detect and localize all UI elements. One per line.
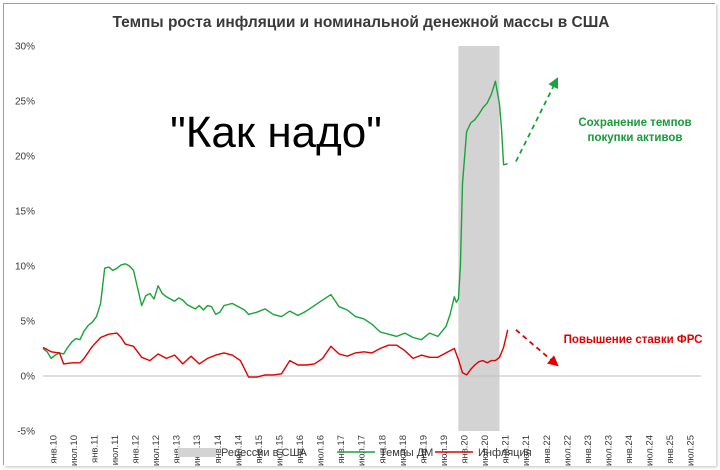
x-tick-label: июл.16 (316, 435, 327, 466)
y-tick-label: 20% (15, 152, 35, 163)
x-tick-label: янв.25 (665, 435, 676, 464)
legend-swatch-recession (178, 448, 216, 457)
x-tick-label: янв.22 (542, 435, 553, 464)
recession-band (458, 46, 500, 431)
chart-frame: -5% 0% 5% 10% 15% 20% 25% 30% янв.10 июл.10 янв.1… (3, 3, 716, 466)
x-tick-label: янв.17 (336, 435, 347, 464)
x-tick-label: июл.23 (603, 435, 614, 466)
series-line-money-supply (42, 80, 508, 360)
annotation-text-asset-purchases: Сохранение темпов (578, 117, 691, 129)
x-tick-label: янв.18 (377, 435, 388, 464)
x-tick-label: июл.19 (439, 435, 450, 466)
x-tick-label: янв.21 (501, 435, 512, 464)
annotation-text-asset-purchases: покупки активов (588, 132, 683, 144)
x-tick-label: янв.12 (131, 435, 142, 464)
x-tick-label: янв.16 (295, 435, 306, 464)
x-tick-label: июл.24 (645, 435, 656, 466)
x-tick-label: июл.10 (69, 435, 80, 466)
x-tick-label: янв.23 (583, 435, 594, 464)
y-tick-label: -5% (17, 427, 35, 438)
x-tick-label: июл.12 (151, 435, 162, 466)
x-tick-label: июл.14 (233, 435, 244, 466)
x-tick-label: янв.13 (172, 435, 183, 464)
y-tick-label: 15% (15, 207, 35, 218)
x-tick-label: янв.20 (460, 435, 471, 464)
y-tick-label: 30% (15, 42, 35, 53)
y-tick-label: 10% (15, 262, 35, 273)
x-tick-label: июл.21 (521, 435, 532, 466)
x-tick-label: янв.14 (213, 435, 224, 464)
annotation-text-rate-hike: Повышение ставки ФРС (564, 334, 703, 346)
x-tick-label: июл.15 (274, 435, 285, 466)
y-tick-label: 5% (21, 317, 36, 328)
chart-title: Темпы роста инфляции и номинальной денеж… (112, 14, 609, 31)
overlay-text: "Как надо" (170, 108, 382, 157)
x-tick-label: янв.15 (254, 435, 265, 464)
x-tick-label: июл.20 (480, 435, 491, 466)
annotation-arrow-rate-hike (515, 329, 559, 367)
y-tick-label: 0% (21, 372, 36, 383)
x-tick-label: янв.19 (418, 435, 429, 464)
legend-label-inflation: Инфляция (478, 447, 532, 459)
y-tick-label: 25% (15, 97, 35, 108)
x-tick-label: янв.10 (48, 435, 59, 464)
x-tick-label: июл.22 (562, 435, 573, 466)
legend-label-money-supply: Темпы ДМ (380, 447, 433, 459)
x-tick-label: июл.17 (357, 435, 368, 466)
x-tick-label: янв.11 (89, 435, 100, 463)
x-tick-label: июл.25 (686, 435, 697, 466)
annotation-arrow-asset-purchases (515, 77, 559, 162)
chart: -5% 0% 5% 10% 15% 20% 25% 30% янв.10 июл.10 янв.1… (4, 4, 716, 466)
x-tick-label: янв.24 (624, 435, 635, 464)
x-tick-label: июл.18 (398, 435, 409, 466)
legend-label-recession: Рецессии в США (221, 447, 308, 459)
series-line-inflation (42, 329, 509, 378)
x-tick-label: июл.11 (110, 435, 121, 465)
